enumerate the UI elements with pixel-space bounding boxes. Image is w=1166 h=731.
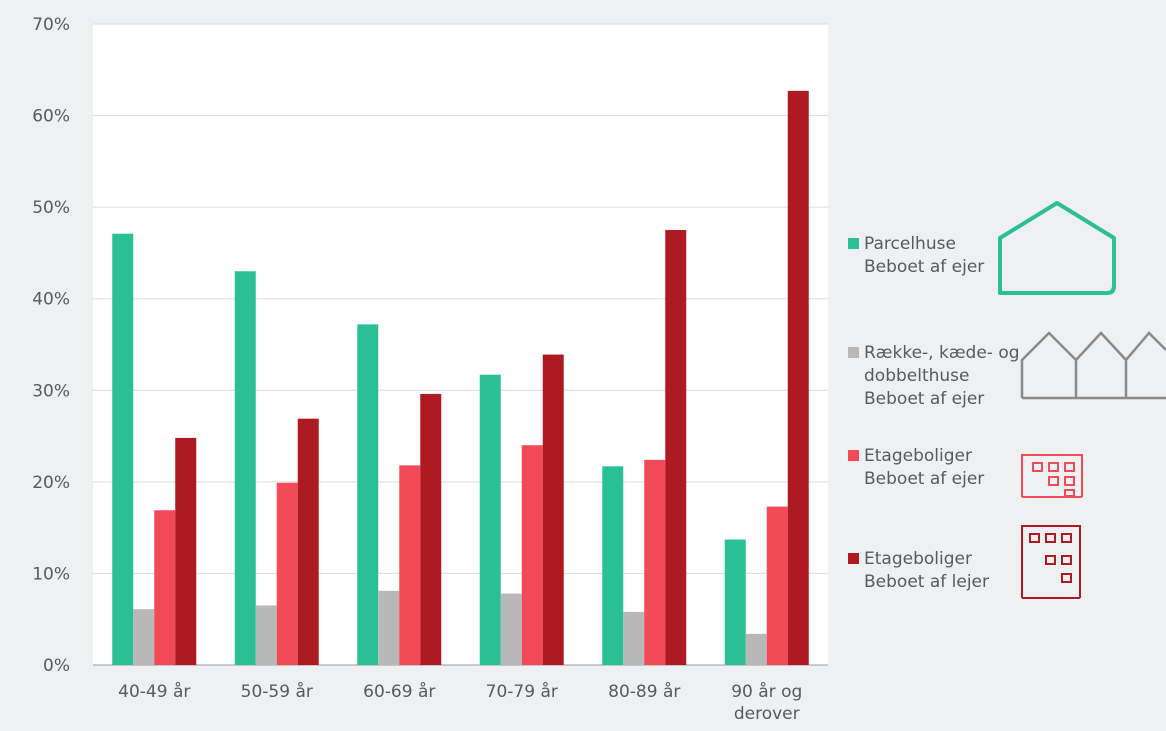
bar [255,605,277,665]
bar [112,233,134,665]
legend-label: Etageboliger Beboet af lejer [864,549,990,592]
bar [357,324,379,665]
row-houses-icon [1020,331,1166,400]
bar [378,590,400,665]
bar [276,482,298,665]
apartment-building-icon [1021,525,1081,599]
y-axis-ticks: 0% 10% 20% 30% 40% 50% 60% 70% [32,15,70,676]
y-tick-label: 60% [32,107,70,127]
x-tick-label: 50-59 år [241,681,313,702]
plot-area [93,24,828,665]
bar [399,465,421,665]
legend-swatch [848,238,859,249]
x-axis-ticks: 40-49 år 50-59 år 60-69 år 70-79 år 80-89 år… [118,681,802,724]
x-tick-label: 80-89 år [608,681,680,702]
legend-label: Etageboliger Beboet af ejer [864,446,985,489]
bar [766,506,788,665]
bar [297,418,319,665]
bar [521,445,543,665]
bar [745,633,767,665]
legend-label: Række-, kæde- og dobbelthuse Beboet af e… [864,343,1020,409]
legend-swatch [848,450,859,461]
bar [154,510,176,665]
bar [133,609,155,665]
apartment-building-icon [1021,454,1083,498]
bar [602,466,624,665]
x-tick-label: 90 år og derover [731,681,802,724]
y-tick-label: 70% [32,15,70,35]
bar [420,393,442,665]
bar [644,459,666,665]
house-icon [998,201,1116,295]
bar [175,437,197,665]
legend-icons [998,201,1166,599]
bar [787,90,809,665]
x-tick-label: 70-79 år [486,681,558,702]
legend-label: Parcelhuse Beboet af ejer [864,234,985,277]
y-tick-label: 20% [32,473,70,493]
y-tick-label: 10% [32,564,70,584]
bar [542,354,564,665]
bar [479,374,501,665]
bar [500,593,522,665]
bars [112,90,809,666]
bar [234,271,256,665]
y-tick-label: 40% [32,290,70,310]
y-tick-label: 0% [43,656,70,676]
y-tick-label: 50% [32,198,70,218]
x-tick-label: 60-69 år [363,681,435,702]
bar [724,539,746,665]
legend-swatch [848,347,859,358]
x-tick-label: 40-49 år [118,681,190,702]
gridlines [93,23,828,666]
legend-swatch [848,553,859,564]
y-tick-label: 30% [32,381,70,401]
bar [623,611,645,665]
bar [665,230,687,666]
